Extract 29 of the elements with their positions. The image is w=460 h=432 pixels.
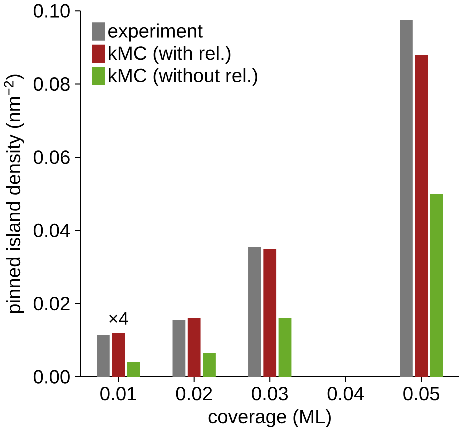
bar: [188, 318, 201, 378]
y-tick-label: 0.00: [34, 370, 70, 384]
x-tick-label: 0.01: [100, 387, 136, 401]
y-tick-label: 0.08: [34, 78, 70, 92]
bar: [264, 249, 277, 378]
x-tick-label: 0.04: [328, 387, 364, 401]
y-tick-label: 0.10: [34, 4, 70, 18]
bar: [415, 55, 428, 378]
legend-label: kMC (without rel.): [109, 68, 258, 86]
bar: [248, 247, 262, 378]
y-tick-label: 0.06: [34, 150, 70, 164]
legend-label: kMC (with rel.): [109, 46, 231, 64]
y-axis-title: pinned island density (nm$^{−2}$): [4, 74, 24, 314]
x-tick-label: 0.05: [404, 387, 440, 401]
x-axis-title: coverage (ML): [208, 410, 331, 428]
legend-label: experiment: [108, 24, 203, 42]
bar: [430, 194, 444, 378]
bar: [400, 20, 413, 378]
y-tick-label: 0.02: [34, 297, 70, 311]
bar: [127, 362, 140, 378]
bar: [97, 335, 110, 378]
annotation: ×4: [110, 312, 128, 326]
bar: [203, 353, 216, 378]
y-tick-label: 0.04: [34, 224, 70, 238]
bar: [112, 333, 126, 378]
x-tick-label: 0.02: [176, 387, 212, 401]
x-tick-label: 0.03: [252, 387, 288, 401]
bar: [278, 318, 292, 378]
bar: [172, 320, 186, 378]
